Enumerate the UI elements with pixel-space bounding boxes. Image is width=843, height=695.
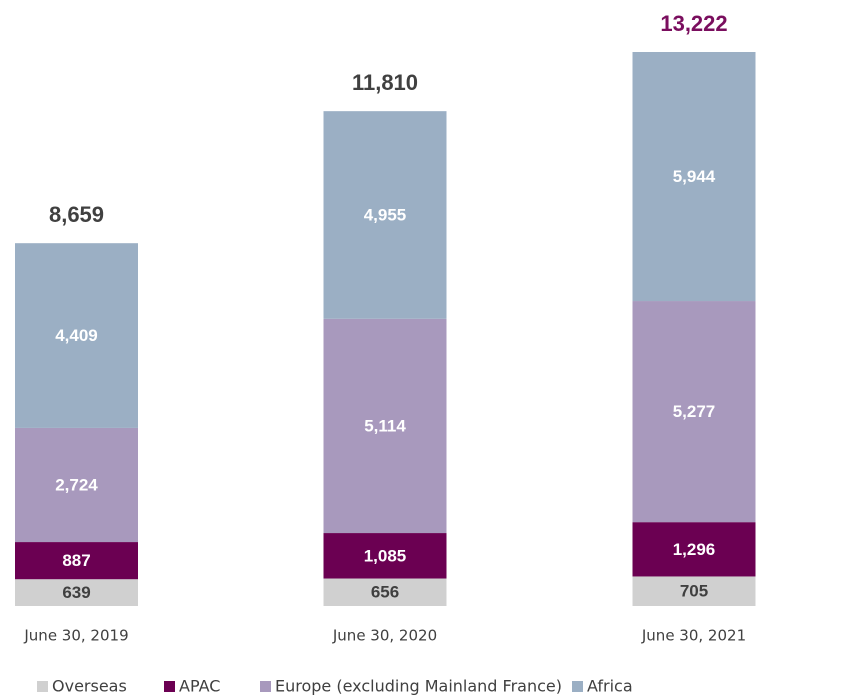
- bar-segment: [323, 318, 447, 534]
- value-label: 4,955: [364, 205, 407, 224]
- legend-label: Europe (excluding Mainland France): [275, 677, 562, 695]
- value-label: 2,724: [55, 475, 98, 494]
- value-label: 4,409: [55, 326, 98, 345]
- value-label: 656: [371, 583, 399, 602]
- legend-label: APAC: [179, 677, 220, 695]
- bar-segment: [632, 522, 756, 577]
- value-label: 639: [62, 583, 90, 602]
- value-label: 1,296: [673, 540, 716, 559]
- legend-swatch: [37, 681, 48, 692]
- value-label: 887: [62, 551, 90, 570]
- legend-swatch: [164, 681, 175, 692]
- value-label: 5,944: [673, 167, 716, 186]
- legend-swatch: [572, 681, 583, 692]
- bar-segment: [15, 542, 138, 580]
- legend-label: Overseas: [52, 677, 127, 695]
- legend-label: Africa: [587, 677, 633, 695]
- total-label: 11,810: [352, 70, 418, 95]
- bar-segment: [15, 427, 138, 543]
- bar-segment: [632, 301, 756, 523]
- bar-segment: [323, 578, 447, 606]
- total-label: 13,222: [660, 11, 727, 36]
- value-label: 5,277: [673, 402, 716, 421]
- legend-swatch: [260, 681, 271, 692]
- bar-segment: [632, 52, 756, 302]
- value-label: 1,085: [364, 546, 407, 565]
- bar-segment: [15, 579, 138, 606]
- x-tick-label: June 30, 2019: [23, 627, 128, 645]
- value-label: 705: [680, 582, 708, 601]
- bar-segment: [15, 243, 138, 428]
- bar-segment: [632, 576, 756, 606]
- bar-segment: [323, 533, 447, 579]
- total-label: 8,659: [49, 202, 104, 227]
- x-tick-label: June 30, 2021: [641, 627, 746, 645]
- bar-segment: [323, 111, 447, 319]
- x-tick-label: June 30, 2020: [332, 627, 437, 645]
- value-label: 5,114: [364, 416, 406, 435]
